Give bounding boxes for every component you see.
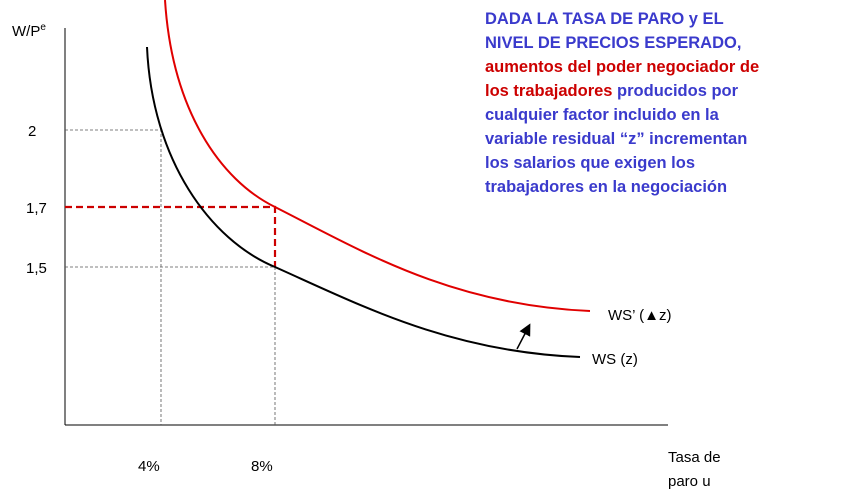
annotation-line: cualquier factor incluido en la (485, 106, 720, 124)
annotation: DADA LA TASA DE PARO y EL NIVEL DE PRECI… (485, 10, 759, 196)
annotation-line: los salarios que exigen los (485, 154, 695, 172)
annotation-line: DADA LA TASA DE PARO y EL (485, 10, 724, 28)
annotation-line: aumentos del poder negociador de (485, 58, 759, 76)
x-axis-label: Tasa de (668, 449, 721, 466)
red-guide (65, 205, 277, 267)
guide-lines (65, 129, 276, 425)
x-tick-label: 4% (138, 458, 160, 475)
shift-arrow (516, 323, 531, 350)
y-axis-label-text: W/P (12, 23, 40, 40)
annotation-line: NIVEL DE PRECIOS ESPERADO, (485, 34, 741, 52)
y-axis-label: W/Pe (12, 22, 46, 40)
ws-prime-curve (164, 0, 591, 312)
y-tick-label: 1,5 (26, 260, 47, 277)
curve-label: WS’ (▲z) (608, 307, 671, 324)
curve-label: WS (z) (592, 351, 638, 368)
y-axis-label-sup: e (40, 22, 46, 33)
annotation-red: los trabajadores (485, 82, 612, 100)
ws-curve (146, 46, 581, 358)
annotation-line: trabajadores en la negociación (485, 178, 727, 196)
x-tick-label: 8% (251, 458, 273, 475)
x-axis-label: paro u (668, 473, 711, 490)
annotation-blue: producidos por (612, 82, 738, 100)
y-tick-label: 2 (28, 123, 36, 140)
annotation-line: variable residual “z” incrementan (485, 130, 747, 148)
y-tick-label: 1,7 (26, 200, 47, 217)
annotation-line: los trabajadores producidos por (485, 82, 739, 100)
